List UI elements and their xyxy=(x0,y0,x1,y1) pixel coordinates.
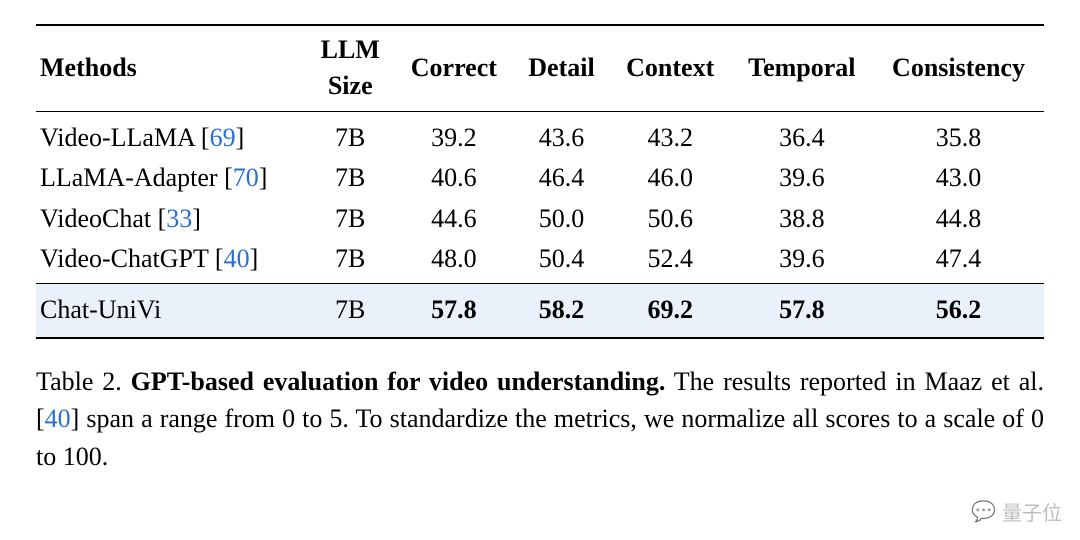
temporal-cell: 38.8 xyxy=(731,199,873,239)
col-temporal: Temporal xyxy=(731,25,873,111)
method-cell: LLaMA-Adapter [70] xyxy=(36,158,306,198)
size-cell: 7B xyxy=(306,111,395,158)
table-row-highlight: Chat-UniVi 7B 57.8 58.2 69.2 57.8 56.2 xyxy=(36,284,1044,338)
col-detail: Detail xyxy=(513,25,610,111)
cite-bracket: ] xyxy=(192,204,201,233)
method-name: Chat-UniVi xyxy=(40,295,161,324)
results-table: Methods LLM Size Correct Detail Context … xyxy=(36,24,1044,339)
caption-title: GPT-based evaluation for video understan… xyxy=(131,367,666,396)
cite-num: 33 xyxy=(166,204,192,233)
cite-bracket: [ xyxy=(224,163,233,192)
correct-cell: 44.6 xyxy=(395,199,514,239)
caption-cite: 40 xyxy=(45,404,71,433)
col-consistency: Consistency xyxy=(873,25,1044,111)
chat-icon: 💬 xyxy=(971,499,996,524)
table-row: Video-ChatGPT [40] 7B 48.0 50.4 52.4 39.… xyxy=(36,239,1044,284)
temporal-cell: 39.6 xyxy=(731,239,873,284)
table-body-group1: Video-LLaMA [69] 7B 39.2 43.6 43.2 36.4 … xyxy=(36,111,1044,284)
detail-cell: 58.2 xyxy=(513,284,610,338)
correct-cell: 39.2 xyxy=(395,111,514,158)
method-name: VideoChat xyxy=(40,204,151,233)
correct-cell: 48.0 xyxy=(395,239,514,284)
context-cell: 50.6 xyxy=(610,199,731,239)
watermark-text: 量子位 xyxy=(1002,497,1062,526)
correct-cell: 57.8 xyxy=(395,284,514,338)
temporal-cell: 57.8 xyxy=(731,284,873,338)
method-cell: Chat-UniVi xyxy=(36,284,306,338)
cite-bracket: ] xyxy=(250,244,259,273)
context-cell: 46.0 xyxy=(610,158,731,198)
temporal-cell: 36.4 xyxy=(731,111,873,158)
col-methods: Methods xyxy=(36,25,306,111)
consistency-cell: 47.4 xyxy=(873,239,1044,284)
cite-bracket: [ xyxy=(158,204,167,233)
table-row: LLaMA-Adapter [70] 7B 40.6 46.4 46.0 39.… xyxy=(36,158,1044,198)
detail-cell: 43.6 xyxy=(513,111,610,158)
cite-bracket: ] xyxy=(259,163,268,192)
correct-cell: 40.6 xyxy=(395,158,514,198)
size-cell: 7B xyxy=(306,199,395,239)
caption-text-after: ] span a range from 0 to 5. To standardi… xyxy=(36,404,1044,471)
consistency-cell: 44.8 xyxy=(873,199,1044,239)
temporal-cell: 39.6 xyxy=(731,158,873,198)
caption-label: Table 2. xyxy=(36,367,122,396)
consistency-cell: 43.0 xyxy=(873,158,1044,198)
size-cell: 7B xyxy=(306,158,395,198)
method-name: Video-ChatGPT xyxy=(40,244,208,273)
size-cell: 7B xyxy=(306,284,395,338)
table-body-group2: Chat-UniVi 7B 57.8 58.2 69.2 57.8 56.2 xyxy=(36,284,1044,338)
llm-size-line1: LLM xyxy=(321,35,380,64)
method-cell: VideoChat [33] xyxy=(36,199,306,239)
table-row: Video-LLaMA [69] 7B 39.2 43.6 43.2 36.4 … xyxy=(36,111,1044,158)
context-cell: 43.2 xyxy=(610,111,731,158)
detail-cell: 46.4 xyxy=(513,158,610,198)
table-row: VideoChat [33] 7B 44.6 50.0 50.6 38.8 44… xyxy=(36,199,1044,239)
size-cell: 7B xyxy=(306,239,395,284)
col-context: Context xyxy=(610,25,731,111)
cite-num: 40 xyxy=(224,244,250,273)
llm-size-line2: Size xyxy=(328,71,373,100)
watermark: 💬 量子位 xyxy=(971,497,1062,526)
col-llm-size: LLM Size xyxy=(306,25,395,111)
cite-bracket: [ xyxy=(215,244,224,273)
context-cell: 52.4 xyxy=(610,239,731,284)
method-cell: Video-ChatGPT [40] xyxy=(36,239,306,284)
col-correct: Correct xyxy=(395,25,514,111)
cite-bracket: [ xyxy=(201,123,210,152)
cite-num: 69 xyxy=(210,123,236,152)
method-name: Video-LLaMA xyxy=(40,123,194,152)
consistency-cell: 35.8 xyxy=(873,111,1044,158)
detail-cell: 50.4 xyxy=(513,239,610,284)
table-caption: Table 2. GPT-based evaluation for video … xyxy=(36,363,1044,476)
consistency-cell: 56.2 xyxy=(873,284,1044,338)
cite-num: 70 xyxy=(233,163,259,192)
cite-bracket: ] xyxy=(236,123,245,152)
context-cell: 69.2 xyxy=(610,284,731,338)
header-row: Methods LLM Size Correct Detail Context … xyxy=(36,25,1044,111)
detail-cell: 50.0 xyxy=(513,199,610,239)
method-cell: Video-LLaMA [69] xyxy=(36,111,306,158)
method-name: LLaMA-Adapter xyxy=(40,163,218,192)
